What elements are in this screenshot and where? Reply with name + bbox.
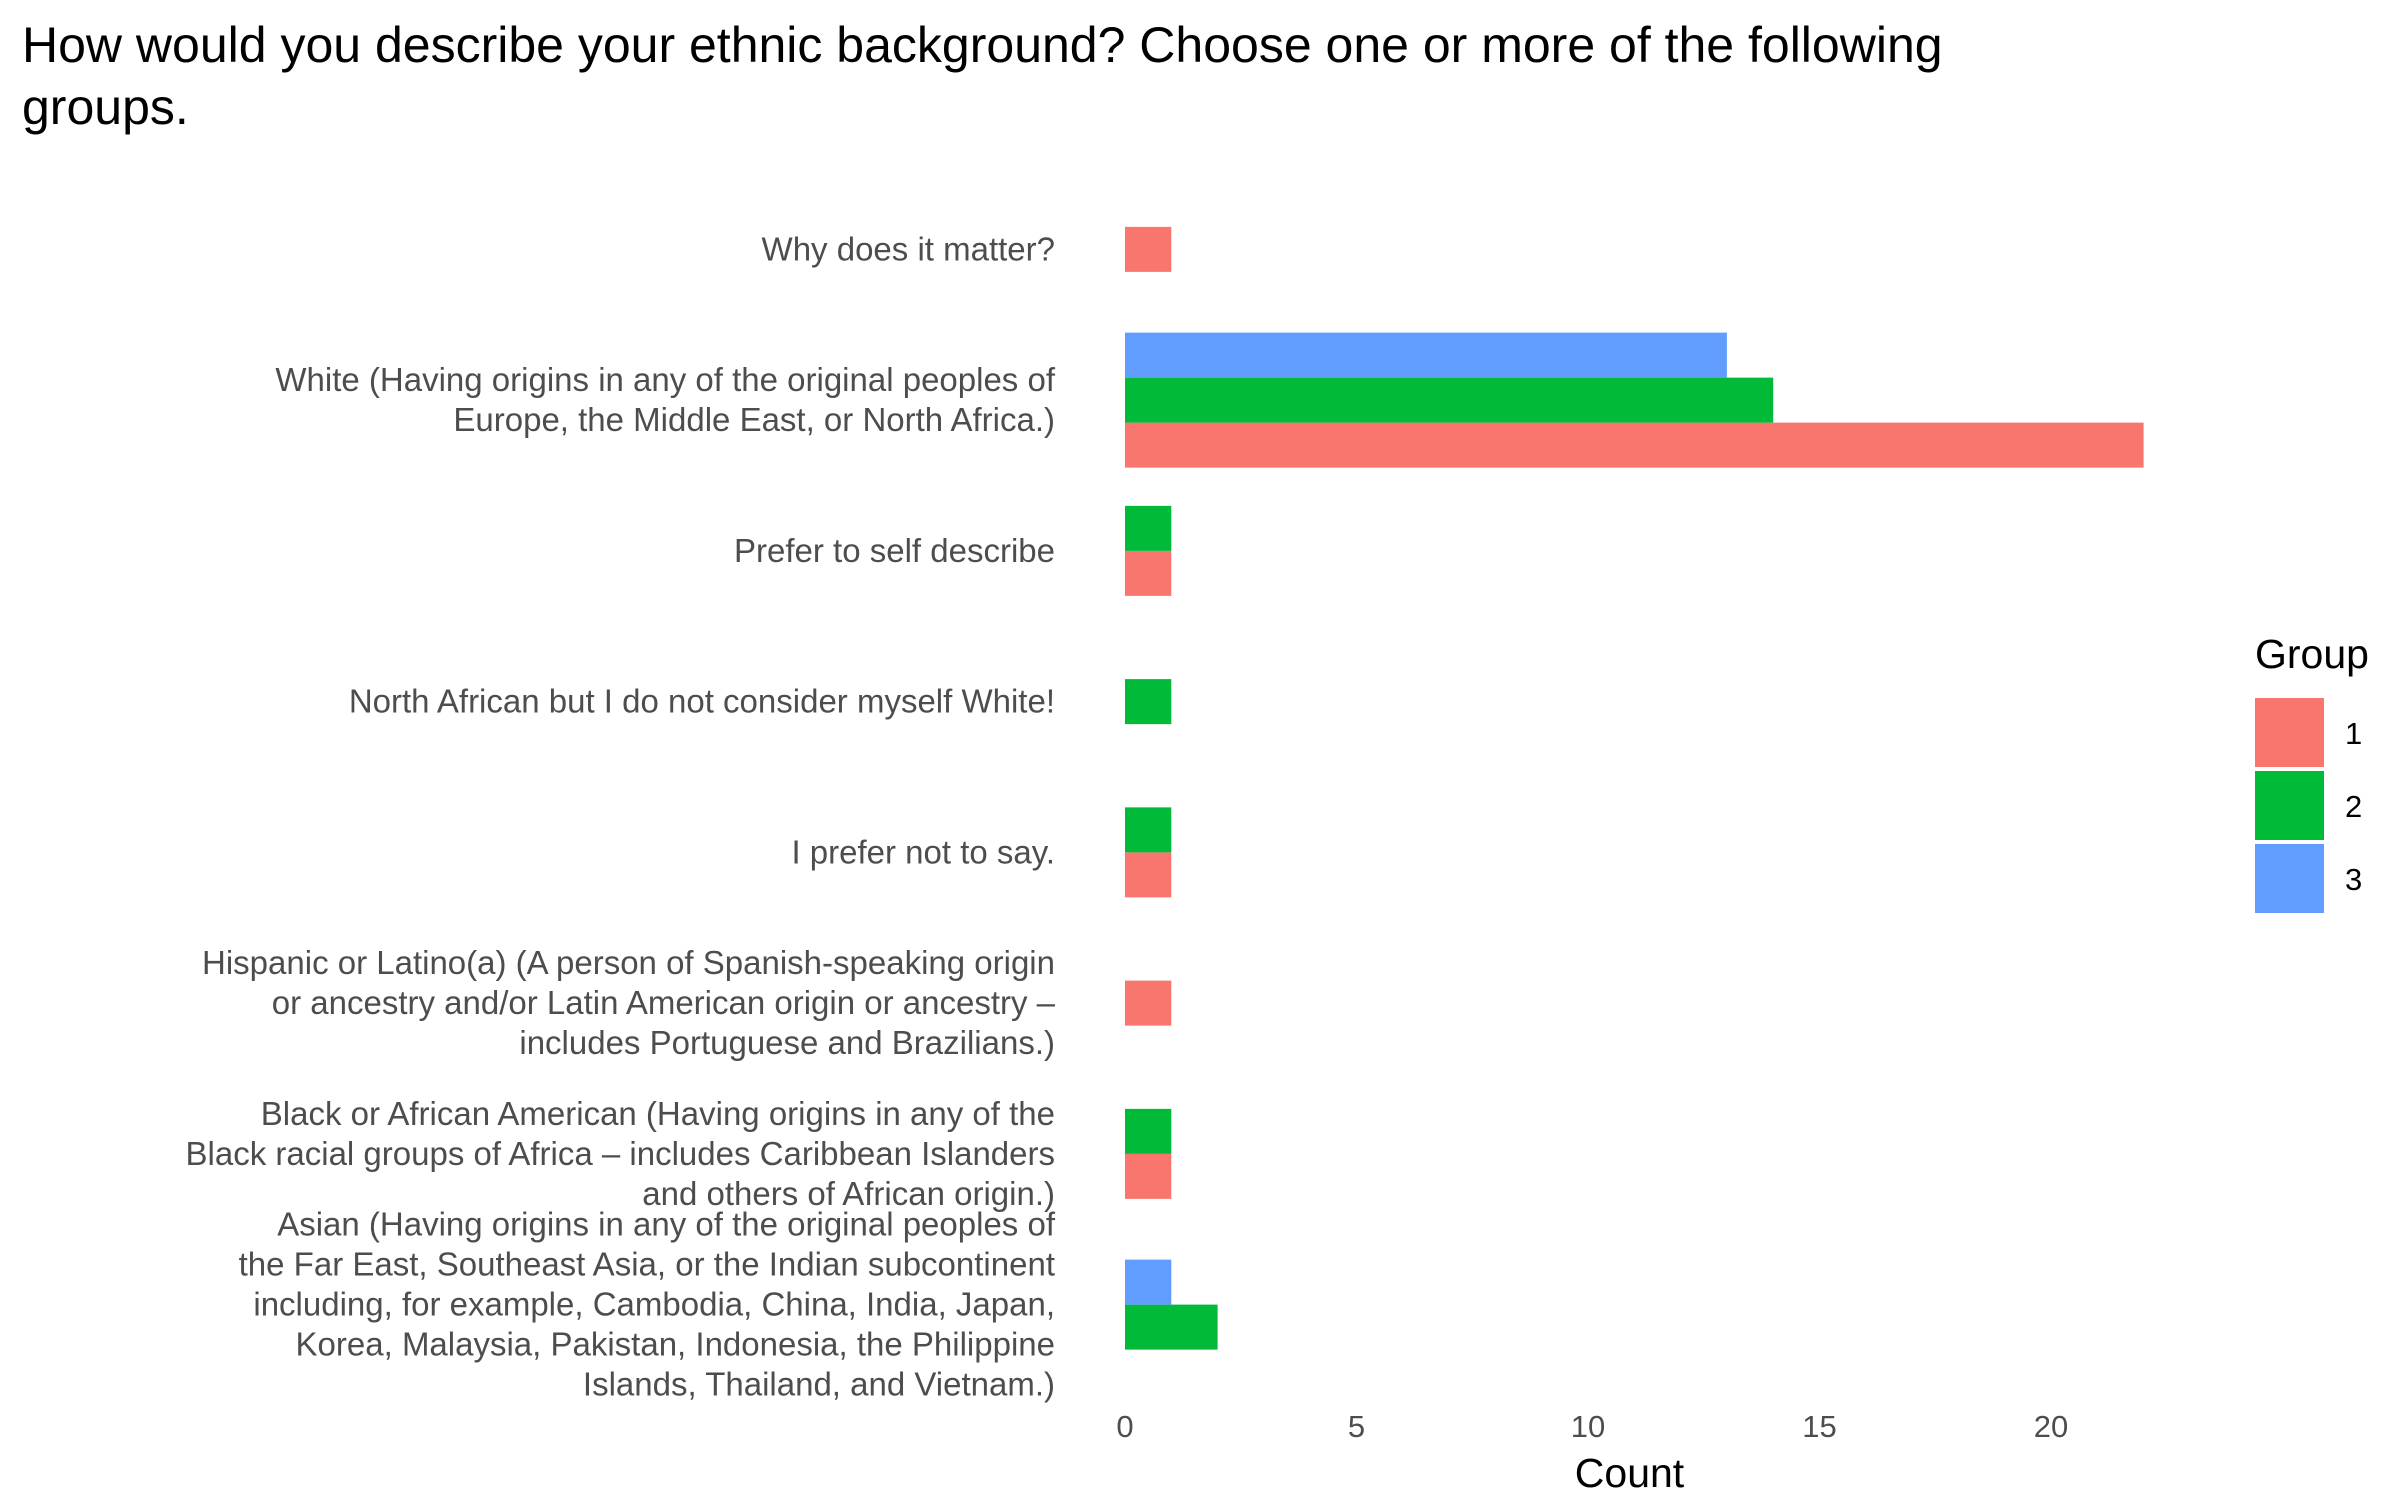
bar-group-2-category-4 [1125,679,1172,725]
category-label: Why does it matter? [762,230,1055,267]
x-tick-label: 10 [1571,1409,1605,1444]
category-label: Asian (Having origins in any of the orig… [239,1206,1056,1403]
bar-group-2-category-3 [1125,505,1172,551]
x-axis-title: Count [1575,1450,1685,1496]
legend-swatch-1 [2255,698,2324,767]
x-tick-label: 0 [1116,1409,1133,1444]
bar-group-2-category-2 [1125,377,1774,423]
bar-group-1-category-1 [1125,226,1172,272]
bar-group-2-category-8 [1125,1304,1218,1350]
x-tick-label: 5 [1348,1409,1365,1444]
category-label: Prefer to self describe [734,532,1055,569]
x-tick-label: 20 [2034,1409,2068,1444]
legend-label-3: 3 [2345,862,2362,897]
category-label: I prefer not to say. [791,833,1055,870]
bar-group-1-category-5 [1125,852,1172,898]
legend-label-1: 1 [2345,716,2362,751]
bar-group-1-category-2 [1125,422,2144,468]
bar-group-1-category-3 [1125,550,1172,596]
x-tick-label: 15 [1802,1409,1836,1444]
x-axis-ticks: 0 5 10 15 20 [1116,1409,2068,1444]
legend-swatch-3 [2255,844,2324,913]
legend-swatch-2 [2255,771,2324,840]
category-label: Black or African American (Having origin… [186,1095,1055,1212]
category-label: White (Having origins in any of the orig… [275,361,1055,438]
legend-items: 1 2 3 [2255,698,2362,913]
bar-group-2-category-5 [1125,807,1172,853]
category-label: North African but I do not consider myse… [349,683,1055,720]
bar-group-3-category-2 [1125,332,1727,378]
chart-title: How would you describe your ethnic backg… [22,17,1943,135]
category-labels: Why does it matter? White (Having origins… [186,230,1056,1402]
legend-title: Group [2255,631,2369,677]
category-label: Hispanic or Latino(a) (A person of Spani… [202,944,1056,1061]
bars-layer [1125,226,2144,1350]
bar-group-1-category-6 [1125,980,1172,1026]
legend-label-2: 2 [2345,789,2362,824]
bar-group-2-category-7 [1125,1108,1172,1154]
bar-group-1-category-7 [1125,1153,1172,1199]
bar-group-3-category-8 [1125,1259,1172,1305]
legend: Group 1 2 3 [2255,631,2369,913]
